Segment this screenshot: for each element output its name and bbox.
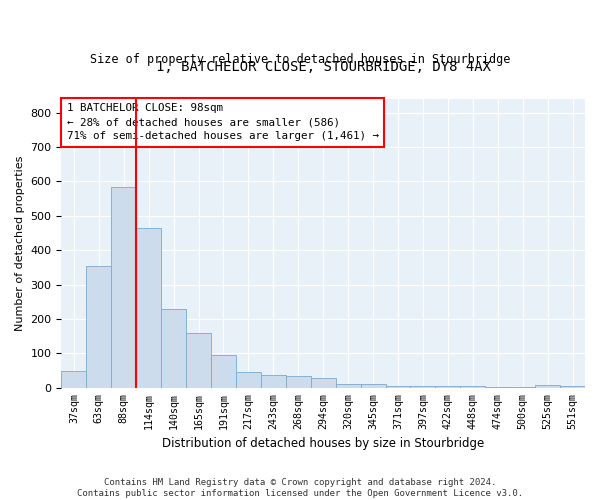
Bar: [61, 370, 86, 388]
Bar: [460, 386, 485, 388]
X-axis label: Distribution of detached houses by size in Stourbridge: Distribution of detached houses by size …: [162, 437, 484, 450]
Bar: [361, 384, 386, 388]
Title: 1, BATCHELOR CLOSE, STOURBRIDGE, DY8 4AX: 1, BATCHELOR CLOSE, STOURBRIDGE, DY8 4AX: [156, 60, 491, 74]
Bar: [136, 228, 161, 388]
Bar: [261, 374, 286, 388]
Bar: [535, 385, 560, 388]
Bar: [186, 333, 211, 388]
Bar: [111, 186, 136, 388]
Bar: [410, 386, 436, 388]
Bar: [335, 384, 361, 388]
Bar: [86, 266, 111, 388]
Bar: [286, 376, 311, 388]
Bar: [311, 378, 335, 388]
Bar: [211, 355, 236, 388]
Text: 1 BATCHELOR CLOSE: 98sqm
← 28% of detached houses are smaller (586)
71% of semi-: 1 BATCHELOR CLOSE: 98sqm ← 28% of detach…: [67, 103, 379, 141]
Bar: [236, 372, 261, 388]
Text: Contains HM Land Registry data © Crown copyright and database right 2024.
Contai: Contains HM Land Registry data © Crown c…: [77, 478, 523, 498]
Bar: [386, 386, 410, 388]
Bar: [436, 386, 460, 388]
Bar: [560, 386, 585, 388]
Text: Size of property relative to detached houses in Stourbridge: Size of property relative to detached ho…: [90, 52, 510, 66]
Bar: [485, 387, 510, 388]
Bar: [510, 387, 535, 388]
Y-axis label: Number of detached properties: Number of detached properties: [15, 156, 25, 331]
Bar: [161, 308, 186, 388]
